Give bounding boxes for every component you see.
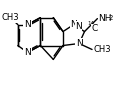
Text: N: N: [76, 39, 82, 48]
Text: NH: NH: [98, 14, 112, 23]
Text: C: C: [92, 24, 98, 33]
Text: 2: 2: [108, 15, 112, 21]
Text: CH3: CH3: [93, 45, 111, 54]
Text: N: N: [24, 48, 31, 57]
Text: N: N: [70, 20, 77, 29]
Text: CH3: CH3: [2, 13, 19, 22]
Text: 14: 14: [87, 21, 94, 26]
Text: N: N: [75, 22, 82, 31]
Text: N: N: [24, 20, 31, 29]
